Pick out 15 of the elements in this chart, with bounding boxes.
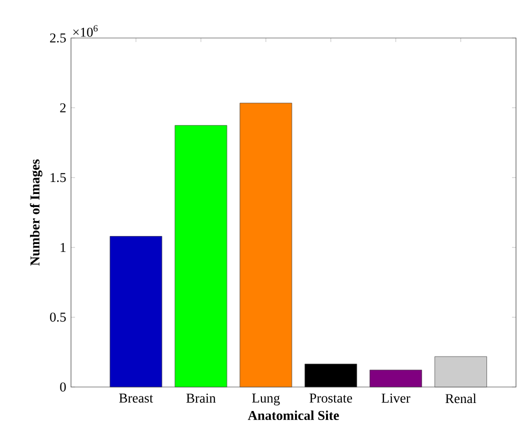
x-tick-label: Renal bbox=[445, 394, 476, 404]
y-tick-label: 0 bbox=[60, 382, 66, 392]
x-tick-label: Lung bbox=[252, 394, 280, 406]
x-tick-label: Liver bbox=[382, 394, 410, 403]
y-axis-title: Number of Images bbox=[30, 159, 42, 266]
text: ×10$^{6}$ bbox=[73, 25, 98, 37]
x-axis-title: Anatomical Site bbox=[248, 410, 339, 420]
y-tick-label: 1.5 bbox=[50, 173, 66, 182]
y-tick-label: 1 bbox=[60, 242, 66, 252]
y-tick-label: 2 bbox=[60, 103, 66, 112]
y-tick-label: 2.5 bbox=[50, 33, 66, 43]
y-tick-label: 0.5 bbox=[50, 312, 66, 322]
x-tick-label: Brain bbox=[186, 394, 216, 403]
x-tick-label: Breast bbox=[119, 394, 154, 403]
x-tick-label: Prostate bbox=[310, 394, 352, 403]
